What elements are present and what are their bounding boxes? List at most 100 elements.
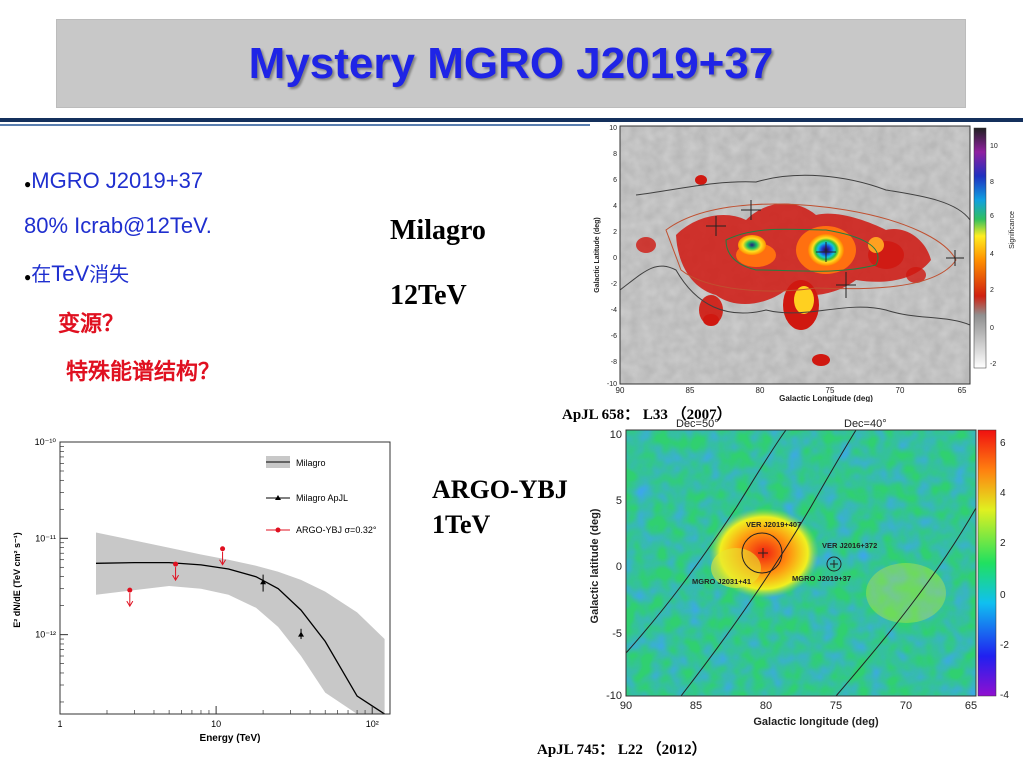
sed-axis-layer: 1 10 10² 10⁻¹⁰ 10⁻¹¹ 10⁻¹² (35, 437, 379, 729)
argo-cbar-tick: 6 (1000, 438, 1006, 449)
legend-milagro-apjl: Milagro ApJL (296, 493, 348, 503)
bullet-2-post: 消失 (89, 262, 130, 286)
bullet-1-line1: MGRO J2019+37 (31, 168, 204, 193)
argo-xlabel: Galactic longitude (deg) (753, 716, 879, 728)
argo-cbar-tick: 4 (1000, 488, 1006, 499)
argo-significance-map: VER J2019+407 VER J2016+372 MGRO J2031+4… (586, 418, 1023, 736)
title-bar: Mystery MGRO J2019+37 (56, 19, 966, 108)
milagro-cbar-tick: 0 (990, 325, 994, 332)
milagro-cbar-tick: 4 (990, 251, 994, 258)
slide-title: Mystery MGRO J2019+37 (248, 38, 774, 88)
argo-xtick: 70 (900, 700, 912, 712)
argo-source-label: VER J2019+407 (746, 520, 801, 529)
argo-source-crosses (758, 548, 838, 568)
milagro-cbar-tick: 8 (990, 179, 994, 186)
milagro-source-crosses (706, 200, 964, 298)
milagro-significance-map: 90 85 80 75 70 65 Galactic Longitude (de… (586, 120, 1023, 403)
milagro-map-svg: 90 85 80 75 70 65 Galactic Longitude (de… (594, 125, 1016, 403)
argo-source-circle-cygnus (741, 532, 783, 574)
milagro-cbar-tick: 2 (990, 287, 994, 294)
argo-cbar-tick: -4 (1000, 690, 1009, 701)
apjl-point (260, 579, 267, 585)
argo-dec-label: Dec=50° (676, 418, 719, 430)
milagro-ytick: 2 (613, 229, 617, 236)
sed-xtick-label: 1 (57, 719, 62, 729)
argo-dec-label: Dec=40° (844, 418, 887, 430)
argo-source-label: MGRO J2031+41 (692, 577, 751, 586)
argo-ytick: 10 (610, 429, 622, 441)
sed-ytick-label: 10⁻¹¹ (35, 533, 56, 543)
milagro-xtick: 65 (958, 386, 967, 395)
sed-chart-svg: 1 10 10² 10⁻¹⁰ 10⁻¹¹ 10⁻¹² Milagro Milagro Ap… (8, 430, 404, 748)
milagro-contour-lower (619, 265, 971, 326)
argo-source-label: MGRO J2019+37 (792, 574, 851, 583)
milagro-contour-orange (665, 203, 957, 292)
sed-plot-frame (59, 441, 391, 715)
milagro-xtick: 85 (686, 386, 695, 395)
argo-ytick: -5 (612, 628, 622, 640)
milagro-xtick-labels: 90 85 80 75 70 65 (616, 386, 967, 395)
milagro-xtick: 80 (756, 386, 765, 395)
argo-dec40-line (680, 429, 857, 697)
legend-apjl-marker (275, 495, 281, 500)
milagro-xtick: 75 (826, 386, 835, 395)
milagro-ytick: -4 (611, 307, 617, 314)
argo-ytick: 5 (616, 495, 622, 507)
bullet-1-line2: 80% Icrab@12TeV. (24, 213, 212, 238)
argo-upper-limit-point (127, 587, 133, 593)
sed-xlabel: Energy (TeV) (200, 733, 261, 744)
question-variable-source: 变源？ (58, 312, 125, 337)
legend-milagro: Milagro (296, 458, 326, 468)
milagro-energy-label: 12TeV (390, 280, 467, 311)
argo-upper-limit-arrow-head (219, 559, 226, 566)
sed-chart: 1 10 10² 10⁻¹⁰ 10⁻¹¹ 10⁻¹² Milagro Milagro Ap… (8, 430, 404, 748)
milagro-colorbar (973, 127, 987, 369)
argo-dec30-line (835, 507, 977, 697)
argo-xtick: 85 (690, 700, 702, 712)
sed-ytick-label: 10⁻¹² (35, 630, 56, 640)
apjl-point (298, 631, 305, 637)
argo-source-label: VER J2016+372 (822, 541, 877, 550)
sed-ytick-label: 10⁻¹⁰ (35, 437, 57, 447)
milagro-ytick: 8 (613, 151, 617, 158)
milagro-fit-line (95, 561, 385, 715)
milagro-colorbar-label: Significance (1009, 211, 1016, 249)
sed-xtick-label: 10 (211, 719, 221, 729)
argo-cbar-tick: 2 (1000, 538, 1006, 549)
reference-top: ApJL 658： L33 （2007） (562, 407, 732, 423)
milagro-xlabel: Galactic Longitude (deg) (779, 394, 873, 402)
milagro-ytick: -10 (607, 381, 617, 388)
bullet-dot-icon: ● (24, 177, 32, 191)
bullet-2-pre: 在 (31, 262, 52, 286)
argo-upper-limit-point (220, 546, 226, 552)
argo-cbar-tick: 0 (1000, 590, 1006, 601)
argo-label: ARGO-YBJ (432, 475, 568, 504)
argo-colorbar (977, 429, 997, 697)
milagro-contour-green (725, 228, 879, 272)
sed-ylabel: E² dN/dE (TeV cm² s⁻¹) (12, 532, 22, 628)
milagro-xtick: 70 (896, 386, 905, 395)
argo-ytick: -10 (606, 690, 622, 702)
milagro-colorbar-ticks: 10 8 6 4 2 0 -2 (990, 143, 998, 368)
argo-ytick: 0 (616, 561, 622, 573)
legend-argo-marker (275, 527, 281, 533)
bullet-2-mid: TeV (51, 261, 90, 286)
bullet-dot-icon: ● (24, 270, 32, 284)
argo-xtick-labels: 90 85 80 75 70 65 (620, 700, 977, 712)
milagro-ytick: 10 (609, 125, 617, 132)
argo-upper-limit-arrow-head (126, 600, 134, 608)
argo-xtick: 65 (965, 700, 977, 712)
milagro-ytick: -2 (611, 281, 617, 288)
reference-bottom: ApJL 745： L22 （2012） (537, 742, 707, 758)
argo-source-circle-mgro (826, 556, 842, 572)
argo-ylabel: Galactic latitude (deg) (589, 508, 601, 623)
title-rule (0, 118, 1023, 122)
legend-argo: ARGO-YBJ σ=0.32° (296, 525, 377, 535)
milagro-ylabel: Galactic Latitude (deg) (594, 217, 601, 292)
bullet-2: ●在TeV消失 (24, 258, 129, 287)
milagro-plot-frame (619, 125, 971, 385)
argo-xtick: 90 (620, 700, 632, 712)
argo-dec50-line (625, 429, 787, 654)
milagro-contour-upper (635, 174, 971, 221)
milagro-cbar-tick: -2 (990, 361, 996, 368)
